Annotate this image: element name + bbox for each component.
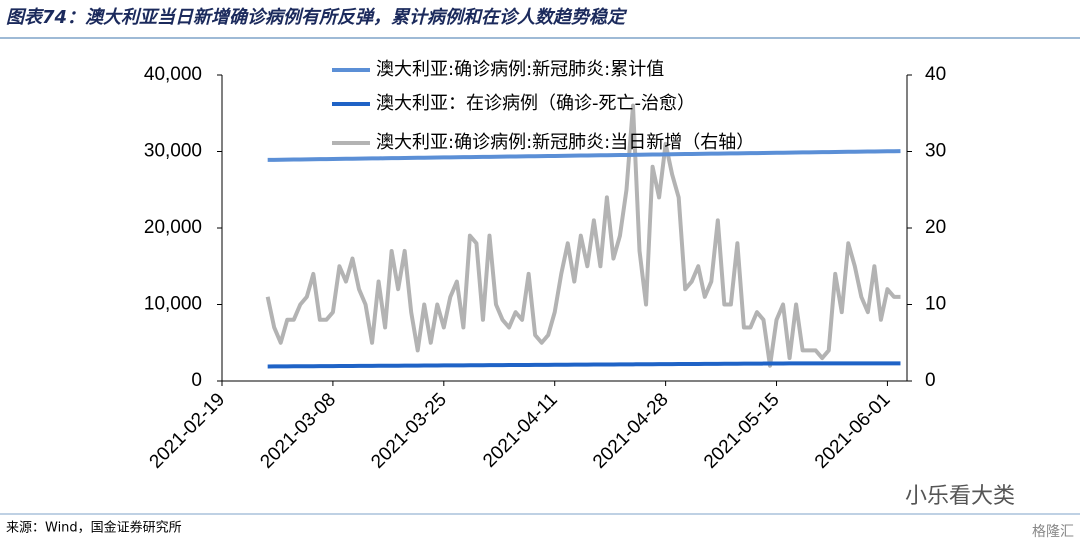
series-line — [267, 149, 901, 162]
x-tick-label: 2021-04-28 — [589, 389, 673, 473]
x-tick-label: 2021-03-25 — [367, 389, 451, 473]
y-tick-label: 30,000 — [144, 141, 202, 162]
y-tick-label: 40,000 — [144, 64, 202, 85]
legend-label: 澳大利亚:确诊病例:新冠肺炎:累计值 — [376, 59, 664, 80]
y-tick-label: 20,000 — [144, 217, 202, 238]
y2-tick-label: 10 — [925, 294, 946, 315]
series-line — [265, 103, 901, 368]
x-tick-label: 2021-04-11 — [479, 389, 562, 472]
y2-tick-label: 30 — [925, 141, 946, 162]
x-tick-label: 2021-05-15 — [700, 389, 784, 473]
chart-title: 图表74：澳大利亚当日新增确诊病例有所反弹，累计病例和在诊人数趋势稳定 — [6, 7, 628, 28]
series-line — [267, 361, 901, 369]
source: 来源：Wind，国金证券研究所 — [6, 520, 182, 536]
watermark: 小乐看大类 — [905, 484, 1015, 509]
watermark: 格隆汇 — [1032, 524, 1074, 540]
x-tick-label: 2021-06-01 — [811, 389, 895, 473]
y2-tick-label: 40 — [925, 64, 946, 85]
y-tick-label: 0 — [191, 370, 202, 391]
y-tick-label: 10,000 — [144, 294, 202, 315]
legend-label: 澳大利亚：在诊病例（确诊-死亡-治愈） — [376, 93, 695, 114]
y2-tick-label: 0 — [925, 370, 936, 391]
legend-label: 澳大利亚:确诊病例:新冠肺炎:当日新增（右轴） — [376, 132, 754, 153]
x-tick-label: 2021-03-08 — [256, 389, 340, 473]
y2-tick-label: 20 — [925, 217, 946, 238]
x-tick-label: 2021-02-19 — [145, 389, 229, 473]
